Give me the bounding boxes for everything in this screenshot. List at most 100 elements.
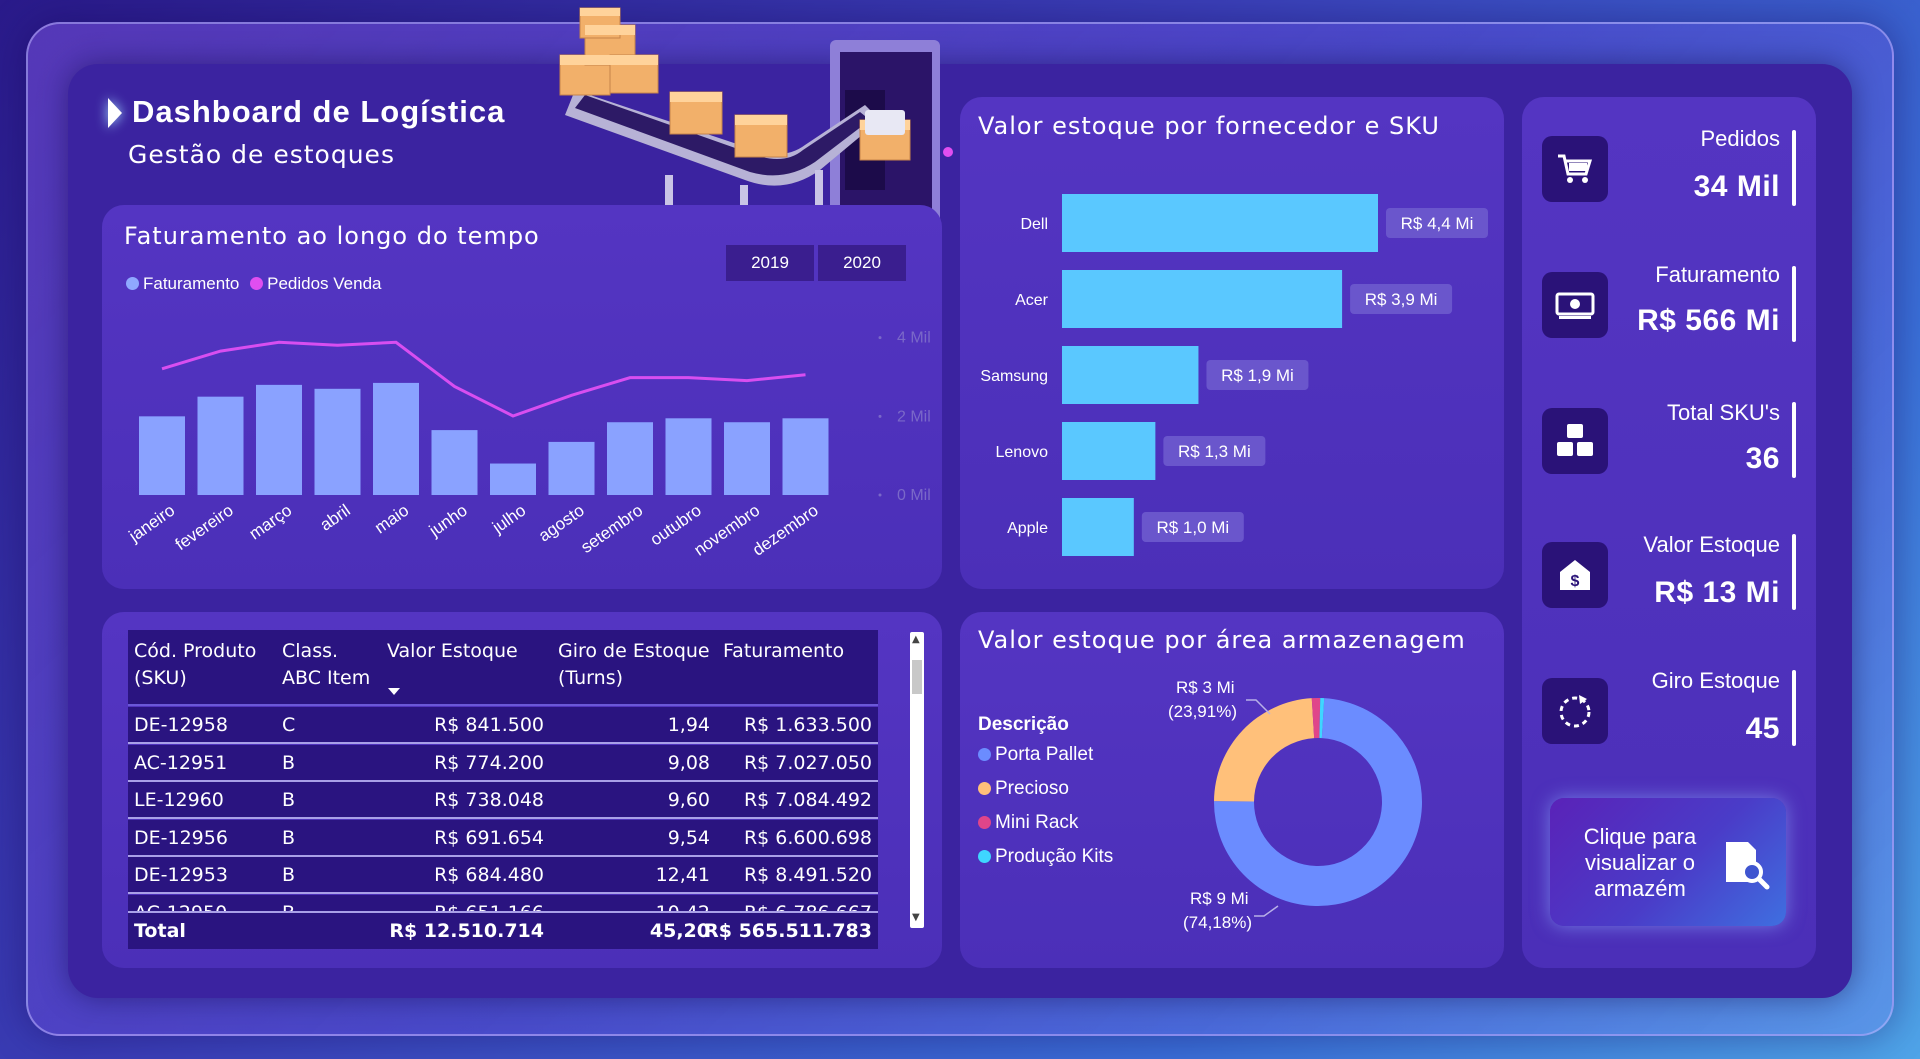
storage-legend: Descrição Porta Pallet Precioso Mini Rac… <box>978 714 1113 868</box>
x-tick-label: julho <box>488 501 529 538</box>
kpi-value: 36 <box>1745 442 1780 475</box>
table-row[interactable]: DE-12956 B R$ 691.654 9,54 R$ 6.600.698 <box>128 820 878 857</box>
bar-faturamento <box>314 388 361 495</box>
kpi-divider <box>1792 130 1796 206</box>
leader-line-top <box>1246 699 1271 715</box>
legend-dot <box>978 748 991 761</box>
page-title: Dashboard de Logística <box>132 94 506 129</box>
bar-valor-estoque <box>1062 422 1156 480</box>
cart-icon <box>1542 136 1608 202</box>
data-label: R$ 1,9 Mi <box>1221 366 1294 385</box>
bar-valor-estoque <box>1062 270 1343 328</box>
legend-item-porta-pallet[interactable]: Porta Pallet <box>978 744 1113 766</box>
storage-donut-chart <box>1214 698 1422 917</box>
cell-valor: R$ 684.480 <box>434 864 544 886</box>
cell-valor: R$ 738.048 <box>434 789 544 811</box>
bar-faturamento <box>782 418 829 495</box>
view-warehouse-label: Clique para visualizar o armazém <box>1583 824 1697 901</box>
y-tick-label: 0 Mil <box>897 487 931 504</box>
legend-item-faturamento[interactable]: Faturamento <box>126 274 239 293</box>
column-header-sku[interactable]: Cód. Produto (SKU) <box>134 640 257 689</box>
supplier-panel-title: Valor estoque por fornecedor e SKU <box>978 112 1440 140</box>
year-button-2020[interactable]: 2020 <box>818 245 906 281</box>
revenue-legend: Faturamento Pedidos Venda <box>126 274 382 294</box>
data-label: R$ 1,3 Mi <box>1178 442 1251 461</box>
table-scrollbar[interactable]: ▲ ▼ <box>910 632 924 928</box>
legend-dot-faturamento <box>126 277 139 290</box>
scrollbar-thumb[interactable] <box>912 660 922 694</box>
donut-slice <box>1214 698 1422 906</box>
bar-faturamento <box>256 384 302 495</box>
column-header-faturamento[interactable]: Faturamento <box>723 640 845 662</box>
boxes-icon <box>1542 408 1608 474</box>
y-tick-dot <box>878 336 882 340</box>
legend-item-mini-rack[interactable]: Mini Rack <box>978 812 1113 834</box>
refresh-icon <box>1542 678 1608 744</box>
data-label-bg <box>1163 436 1266 466</box>
legend-dot <box>978 850 991 863</box>
svg-text:$: $ <box>1571 573 1580 590</box>
table-row[interactable]: AC-12951 B R$ 774.200 9,08 R$ 7.027.050 <box>128 745 878 782</box>
kpi-label: Faturamento <box>1655 262 1780 287</box>
year-button-2019[interactable]: 2019 <box>726 245 814 281</box>
category-label: Apple <box>1007 520 1048 537</box>
data-label-bg <box>1141 512 1244 542</box>
bar-faturamento <box>665 418 712 495</box>
cell-abc: B <box>282 864 296 886</box>
bar-valor-estoque <box>1062 194 1378 252</box>
cell-valor: R$ 691.654 <box>434 827 544 849</box>
data-label: R$ 1,0 Mi <box>1156 518 1229 537</box>
x-tick-label: janeiro <box>125 501 179 546</box>
category-label: Dell <box>1020 216 1048 233</box>
donut-label-bottom-pct: (74,18%) <box>1183 913 1252 932</box>
money-icon <box>1542 272 1608 338</box>
cell-valor: R$ 841.500 <box>434 714 544 736</box>
x-tick-label: junho <box>425 501 471 541</box>
kpi-divider <box>1792 534 1796 610</box>
legend-dot <box>978 816 991 829</box>
x-tick-label: setembro <box>577 501 646 557</box>
view-warehouse-button[interactable]: Clique para visualizar o armazém <box>1550 798 1786 926</box>
data-label: R$ 4,4 Mi <box>1401 214 1474 233</box>
page-subtitle: Gestão de estoques <box>128 140 395 169</box>
column-header-abc[interactable]: Class. ABC Item <box>282 640 371 689</box>
x-tick-label: março <box>246 501 296 544</box>
legend-item-producao-kits[interactable]: Produção Kits <box>978 846 1113 868</box>
line-pedidos-venda <box>161 340 806 418</box>
legend-title: Descrição <box>978 714 1069 735</box>
x-tick-label: novembro <box>690 501 763 560</box>
cell-sku: LE-12960 <box>134 789 224 811</box>
x-tick-label: maio <box>371 501 412 538</box>
data-label-bg <box>1206 360 1309 390</box>
data-label-bg <box>1386 208 1488 238</box>
y-tick-dot <box>878 493 882 497</box>
kpi-value: 34 Mil <box>1693 170 1780 203</box>
scroll-down-icon[interactable]: ▼ <box>912 912 920 923</box>
table-row[interactable]: LE-12960 B R$ 738.048 9,60 R$ 7.084.492 <box>128 782 878 819</box>
table-row[interactable]: AC-12950 B R$ 651.166 10,42 R$ 6.786.667 <box>128 895 878 913</box>
conveyor-illustration <box>559 7 953 240</box>
table-row[interactable]: DE-12953 B R$ 684.480 12,41 R$ 8.491.520 <box>128 857 878 894</box>
revenue-panel-title: Faturamento ao longo do tempo <box>124 222 540 250</box>
storage-panel-title: Valor estoque por área armazenagem <box>978 626 1466 654</box>
y-tick-label: 4 Mil <box>897 330 931 347</box>
column-header-giro[interactable]: Giro de Estoque (Turns) <box>558 640 710 689</box>
scroll-up-icon[interactable]: ▲ <box>912 634 920 645</box>
y-tick-dot <box>878 414 882 418</box>
title-arrow-icon <box>108 98 122 128</box>
cell-faturamento: R$ 7.027.050 <box>743 752 872 774</box>
cell-sku: DE-12958 <box>134 714 228 736</box>
kpi-divider <box>1792 266 1796 342</box>
table-row[interactable]: DE-12958 C R$ 841.500 1,94 R$ 1.633.500 <box>128 707 878 744</box>
bar-faturamento <box>373 382 419 495</box>
column-header-valor-estoque[interactable]: Valor Estoque <box>387 640 518 662</box>
legend-item-pedidos-venda[interactable]: Pedidos Venda <box>250 274 382 293</box>
donut-label-bottom-value: R$ 9 Mi <box>1190 889 1249 908</box>
cell-valor: R$ 774.200 <box>434 752 544 774</box>
legend-item-precioso[interactable]: Precioso <box>978 778 1113 800</box>
total-label: Total <box>134 920 186 942</box>
x-tick-label: abril <box>317 501 354 535</box>
table-total-row: Total R$ 12.510.714 45,20 R$ 565.511.783 <box>128 911 878 949</box>
cell-abc: C <box>282 714 296 736</box>
